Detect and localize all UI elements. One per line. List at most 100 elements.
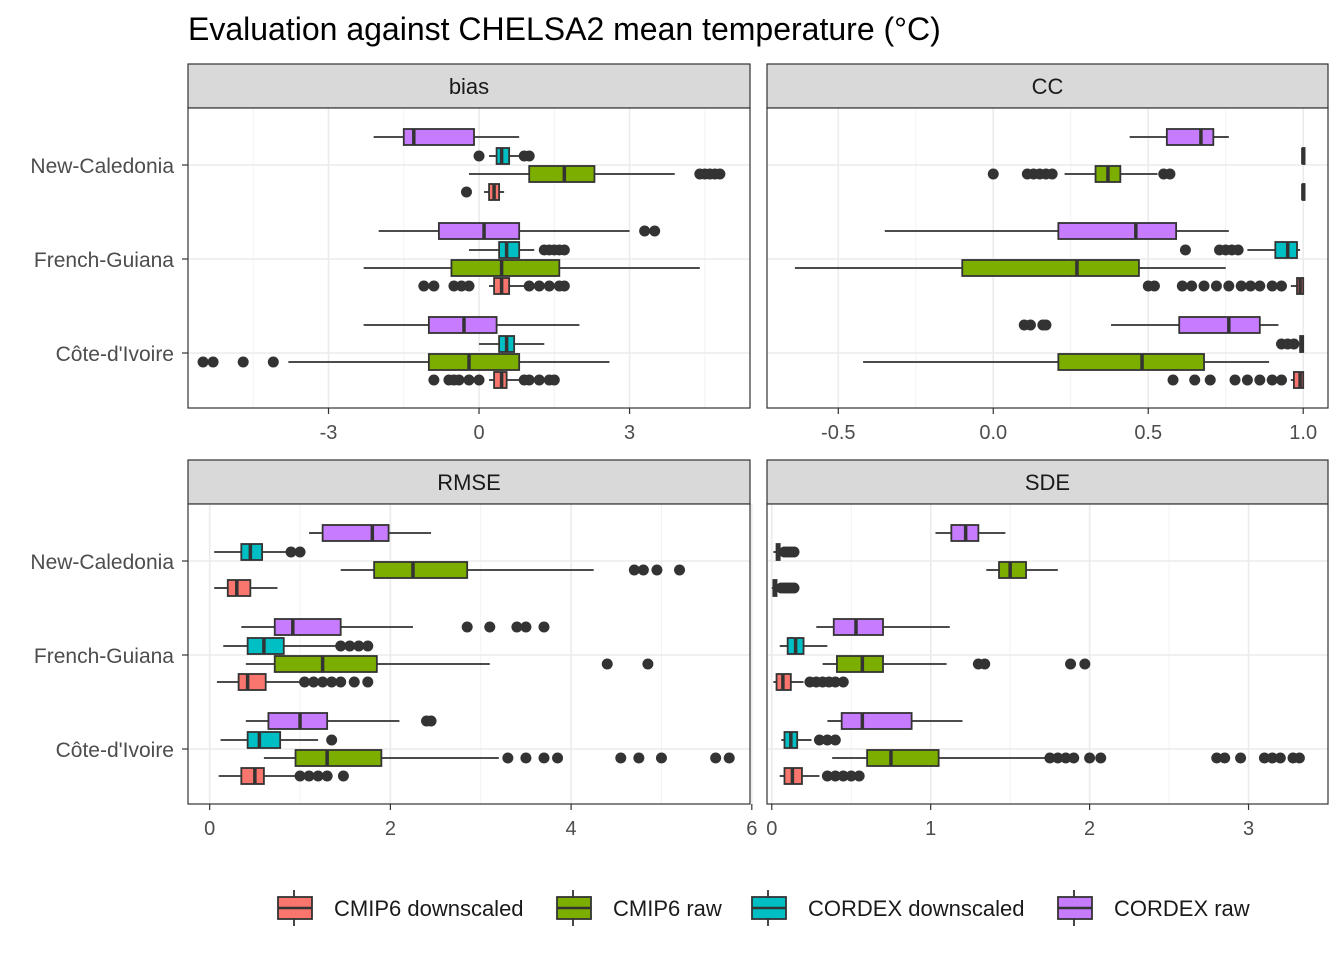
box-c-te-d-ivoire-cmip6-raw — [832, 749, 1305, 767]
outlier-point — [461, 621, 473, 633]
panel-background — [767, 108, 1328, 408]
box-iqr — [237, 673, 267, 691]
box-iqr — [373, 561, 469, 579]
outlier-point — [1198, 280, 1210, 292]
outlier-point — [651, 564, 663, 576]
facet-strip — [766, 459, 1329, 505]
outlier-point — [453, 374, 465, 386]
outlier-point — [523, 280, 535, 292]
outlier-point — [455, 280, 467, 292]
outlier-point — [533, 280, 545, 292]
outlier-point — [979, 658, 991, 670]
outlier-point — [326, 676, 338, 688]
outlier-point — [1084, 752, 1096, 764]
box-iqr — [321, 524, 390, 542]
outlier-point — [207, 356, 219, 368]
panel-border — [187, 107, 751, 409]
box-new-caledonia-cordex-downscaled — [773, 543, 800, 561]
outlier-point — [1189, 374, 1201, 386]
box-c-te-d-ivoire-cordex-raw — [827, 712, 963, 730]
box-iqr — [273, 655, 378, 673]
box-c-te-d-ivoire-cordex-downscaled — [1276, 335, 1305, 353]
outlier-point — [633, 752, 645, 764]
outlier-point — [460, 186, 472, 198]
outlier-point — [1266, 752, 1278, 764]
outlier-point — [344, 640, 356, 652]
legend-item-cmip6-downscaled: CMIP6 downscaled — [277, 890, 524, 926]
box-new-caledonia-cordex-downscaled — [1301, 147, 1306, 165]
x-tick-label: 4 — [566, 818, 577, 840]
x-tick-label: 1.0 — [1289, 422, 1317, 444]
outlier-point — [448, 280, 460, 292]
outlier-point — [463, 280, 475, 292]
box-new-caledonia-cordex-raw — [1129, 128, 1229, 146]
box-iqr — [961, 259, 1140, 277]
outlier-point — [285, 546, 297, 558]
box-iqr — [246, 637, 285, 655]
facet-strip-label: SDE — [1025, 470, 1070, 495]
box-iqr — [267, 712, 329, 730]
outlier-point — [628, 564, 640, 576]
outlier-point — [1052, 752, 1064, 764]
y-tick-label: Côte-d'Ivoire — [56, 343, 174, 366]
box-iqr — [273, 618, 342, 636]
outlier-point — [1186, 280, 1198, 292]
outlier-point — [837, 770, 849, 782]
box-iqr — [240, 767, 265, 785]
box-new-caledonia-cordex-downscaled — [473, 147, 535, 165]
outlier-point — [353, 640, 365, 652]
x-tick-label: -3 — [320, 422, 338, 444]
x-tick-label: 3 — [1243, 818, 1254, 840]
outlier-point — [821, 734, 833, 746]
legend: CMIP6 downscaled CMIP6 raw CORDEX downscal… — [277, 890, 1250, 926]
box-iqr — [294, 749, 383, 767]
box-french-guiana-cordex-downscaled — [223, 637, 374, 655]
box-new-caledonia-cmip6-raw — [987, 165, 1176, 183]
outlier-point — [1046, 168, 1058, 180]
panel-border — [187, 503, 751, 805]
box-new-caledonia-cmip6-downscaled — [460, 183, 505, 201]
facet-strip — [766, 63, 1329, 109]
outlier-point — [1232, 244, 1244, 256]
outlier-point — [710, 752, 722, 764]
outlier-point — [511, 621, 523, 633]
outlier-point — [294, 546, 306, 558]
outlier-point — [473, 150, 485, 162]
box-c-te-d-ivoire-cordex-raw — [363, 316, 580, 334]
box-french-guiana-cmip6-downscaled — [216, 673, 374, 691]
box-iqr — [832, 618, 884, 636]
outlier-point — [1148, 280, 1160, 292]
outlier-point — [845, 770, 857, 782]
panel-border — [766, 503, 1329, 805]
box-iqr — [246, 731, 282, 749]
outlier-point — [1204, 374, 1216, 386]
outlier-point — [837, 676, 849, 688]
outlier-point — [538, 752, 550, 764]
box-c-te-d-ivoire-cordex-raw — [1018, 316, 1279, 334]
y-tick-label: French-Guiana — [34, 645, 174, 668]
outlier-point — [1179, 244, 1191, 256]
box-new-caledonia-cmip6-raw — [986, 561, 1058, 579]
facet-panels: bias -3 0 3 New-Caledonia French-Guiana Côte-d… — [30, 63, 1329, 840]
box-french-guiana-cordex-raw — [884, 222, 1229, 240]
box-french-guiana-cmip6-downscaled — [773, 673, 849, 691]
outlier-point — [1274, 752, 1286, 764]
outlier-point — [1266, 374, 1278, 386]
outlier-point — [1223, 280, 1235, 292]
box-iqr — [840, 712, 913, 730]
box-iqr — [1178, 316, 1261, 334]
outlier-point — [335, 640, 347, 652]
box-iqr — [437, 222, 521, 240]
outlier-point — [538, 621, 550, 633]
outlier-point — [1211, 752, 1223, 764]
box-french-guiana-cordex-raw — [816, 618, 950, 636]
y-tick-label: New-Caledonia — [30, 155, 174, 178]
legend-item-cordex-downscaled: CORDEX downscaled — [751, 890, 1024, 926]
outlier-point — [299, 676, 311, 688]
facet-strip — [187, 459, 751, 505]
box-new-caledonia-cordex-downscaled — [214, 543, 306, 561]
box-french-guiana-cmip6-raw — [794, 259, 1226, 277]
outlier-point — [615, 752, 627, 764]
outlier-point — [1044, 752, 1056, 764]
outlier-point — [821, 770, 833, 782]
